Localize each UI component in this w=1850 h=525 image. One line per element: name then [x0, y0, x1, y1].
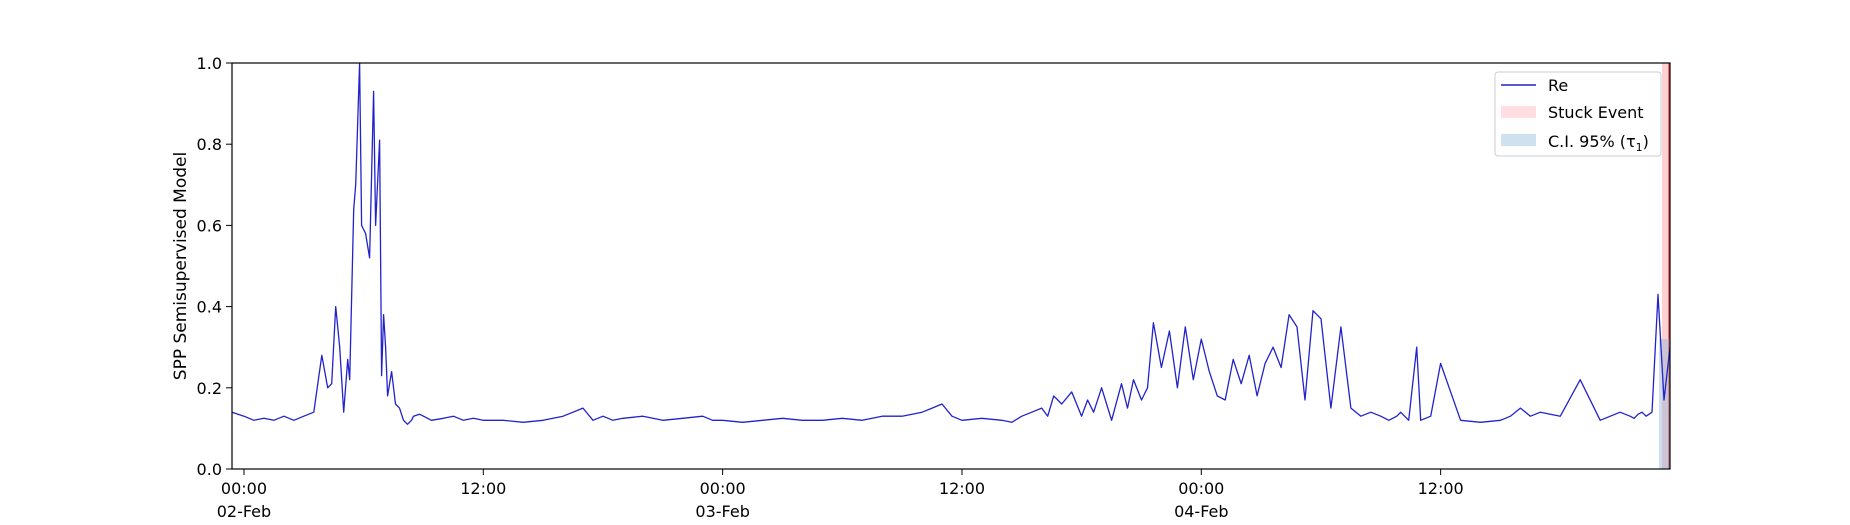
legend-label-stuck-event: Stuck Event	[1548, 103, 1644, 122]
legend-box	[1494, 71, 1662, 157]
x-tick-label: 02-Feb	[217, 502, 271, 521]
x-tick-label: 00:00	[221, 479, 267, 498]
legend-swatch-ci	[1501, 134, 1536, 146]
y-tick-label: 0.0	[197, 460, 222, 479]
x-axis: 00:0002-Feb190012:0000:0003-Feb12:0000:0…	[217, 469, 1464, 521]
series-line-0	[231, 62, 1671, 425]
series-layer	[231, 62, 1671, 425]
y-tick-label: 1.0	[197, 54, 222, 73]
plot-frame	[231, 62, 1671, 470]
x-tick-label: 00:00	[1178, 479, 1224, 498]
x-tick-label: 00:00	[700, 479, 746, 498]
y-axis-label: SPP Semisupervised Model	[171, 152, 191, 380]
legend-label-re: Re	[1548, 76, 1568, 95]
span-0	[1662, 63, 1670, 469]
legend-label-ci: C.I. 95% (τ1)	[1548, 132, 1649, 154]
legend: Re Stuck Event C.I. 95% (τ1)	[1494, 71, 1662, 157]
x-tick-label: 03-Feb	[695, 502, 749, 521]
legend-swatch-stuck-event	[1501, 106, 1536, 118]
y-tick-label: 0.8	[197, 135, 222, 154]
x-tick-label: 12:00	[939, 479, 985, 498]
y-tick-label: 0.4	[197, 298, 222, 317]
y-tick-label: 0.6	[197, 216, 222, 235]
x-tick-label: 12:00	[1418, 479, 1464, 498]
span-1	[1659, 339, 1670, 469]
y-axis: 0.0 0.2 0.4 0.6 0.8 1.0	[197, 54, 232, 479]
x-tick-label: 12:00	[460, 479, 506, 498]
x-tick-label: 04-Feb	[1174, 502, 1228, 521]
y-tick-label: 0.2	[197, 379, 222, 398]
span-layer	[1659, 63, 1670, 469]
